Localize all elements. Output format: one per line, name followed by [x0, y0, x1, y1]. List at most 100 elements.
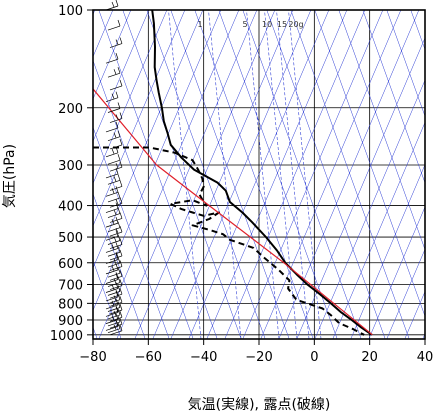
- y-tick-label: 900: [58, 314, 83, 329]
- wind-barb-flag: [115, 199, 119, 205]
- wind-barb: [105, 0, 119, 11]
- wind-barb-flag: [117, 315, 121, 323]
- wind-barb-flag: [113, 278, 117, 284]
- wind-barb-staff: [105, 191, 119, 197]
- wind-barb-flag: [119, 324, 123, 331]
- wind-barb-flag: [115, 282, 119, 289]
- wind-barb-flag: [113, 310, 117, 317]
- wind-barb: [105, 253, 119, 264]
- wind-barb-flag: [115, 202, 119, 209]
- x-tick-label: −40: [190, 350, 217, 365]
- wind-barb: [107, 246, 121, 257]
- wind-barb-staff: [107, 159, 121, 165]
- wind-barb-flag: [119, 112, 123, 119]
- isotherm-line: [93, 10, 222, 311]
- isotherm-line: [332, 121, 425, 339]
- wind-barb: [107, 130, 121, 142]
- wind-barb-flag: [119, 138, 123, 146]
- wind-barb-flag: [119, 238, 123, 245]
- wind-barb: [105, 273, 119, 284]
- wind-barb-flag: [111, 244, 115, 250]
- wind-barb: [107, 276, 121, 287]
- wind-barb-staff: [107, 328, 121, 333]
- wind-barb: [107, 174, 121, 185]
- wind-barb: [109, 212, 123, 223]
- wind-barb-flag: [113, 132, 117, 138]
- wind-barb-staff: [109, 85, 123, 91]
- wind-barb-flag: [117, 154, 121, 161]
- isotherm-line: [93, 10, 150, 142]
- mixing-ratio-line: [208, 10, 242, 339]
- adiabat-line: [218, 10, 338, 339]
- wind-barb-flag: [115, 167, 119, 175]
- wind-barb: [105, 290, 119, 302]
- wind-barb-staff: [107, 282, 121, 287]
- isotherm-line: [116, 10, 258, 339]
- wind-barb-flag: [115, 146, 119, 153]
- wind-barb: [109, 112, 123, 123]
- x-tick-label: 0: [310, 350, 318, 365]
- wind-barb-flag: [113, 69, 117, 75]
- wind-barb: [109, 180, 123, 191]
- isotherm-line: [206, 10, 348, 339]
- isotherm-line: [368, 206, 425, 339]
- x-tick-label: 40: [417, 350, 434, 365]
- adiabat-line: [146, 10, 266, 339]
- wind-barb-flag: [115, 272, 119, 278]
- wind-barb: [105, 242, 119, 253]
- mixing-ratio-line: [264, 10, 298, 339]
- wind-barb-staff: [109, 330, 123, 336]
- temperature-line: [151, 10, 373, 336]
- wind-barb: [107, 67, 121, 78]
- mixing-ratio-label: 1: [197, 20, 202, 29]
- adiabat-line: [93, 193, 146, 339]
- isotherm-line: [170, 10, 312, 339]
- wind-barb-staff: [105, 173, 119, 179]
- wind-barb: [107, 102, 121, 113]
- wind-barb-staff: [107, 299, 121, 304]
- wind-barb-staff: [107, 272, 121, 278]
- wind-barb-flag: [117, 207, 121, 214]
- wind-barbs: [105, 0, 123, 336]
- wind-barb: [107, 234, 121, 245]
- wind-barb: [105, 320, 119, 331]
- wind-barb-staff: [105, 326, 119, 331]
- wind-barb-flag: [119, 161, 123, 168]
- wind-barb-staff: [105, 208, 119, 213]
- isotherm-line: [242, 10, 384, 339]
- wind-barb: [107, 191, 121, 203]
- wind-barb: [109, 279, 123, 290]
- wind-barb-staff: [105, 97, 119, 103]
- wind-barb: [107, 301, 121, 312]
- wind-barb-flag: [117, 285, 121, 292]
- wind-barb-staff: [109, 203, 123, 208]
- wind-barb-staff: [105, 58, 119, 64]
- mixing-ratio-label: 5: [242, 20, 247, 29]
- wind-barb: [109, 225, 123, 237]
- wind-barb-flag: [111, 148, 115, 154]
- wind-barb-staff: [105, 279, 119, 284]
- wind-barb: [109, 270, 123, 281]
- wind-barb-flag: [117, 221, 121, 228]
- wind-barb-staff: [109, 244, 123, 249]
- adiabat-line: [93, 126, 170, 339]
- wind-barb-staff: [105, 288, 119, 293]
- wind-barb-flag: [111, 284, 115, 290]
- wind-barb-flag: [115, 163, 119, 169]
- wind-barb-flag: [117, 130, 121, 137]
- wind-barb-staff: [109, 316, 123, 322]
- wind-barb-staff: [105, 236, 119, 241]
- mixing-ratio-line: [276, 10, 310, 339]
- wind-barb: [105, 121, 119, 133]
- wind-barb-flag: [115, 313, 119, 320]
- wind-barb-staff: [107, 262, 121, 268]
- wind-barb-flag: [115, 39, 119, 45]
- y-tick-label: 800: [58, 297, 83, 312]
- wind-barb-flag: [117, 308, 121, 316]
- isotherm-line: [93, 10, 114, 58]
- isotherm-line: [93, 10, 204, 269]
- mixing-ratio-line: [246, 10, 280, 339]
- wind-barb-flag: [111, 300, 115, 307]
- wind-barb-flag: [111, 1, 115, 8]
- wind-barb-flag: [115, 320, 119, 327]
